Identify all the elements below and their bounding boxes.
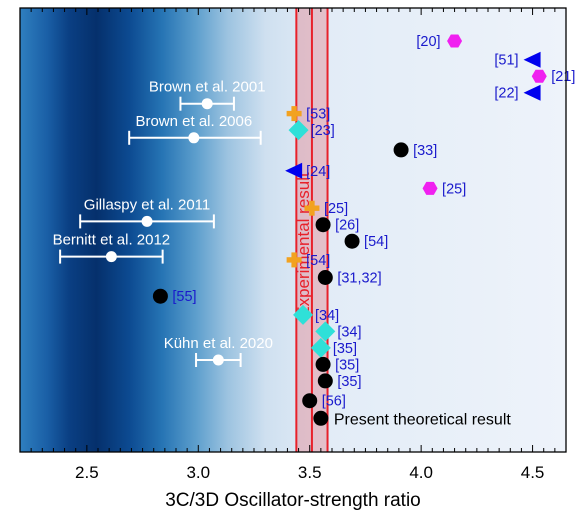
x-tick-label: 4.5 [521, 463, 545, 482]
theory-label: [53] [306, 107, 330, 123]
theory-marker-hexagon [531, 69, 547, 83]
theory-label: [54] [306, 253, 330, 269]
theory-marker-hexagon [447, 34, 463, 48]
x-tick-label: 3.0 [186, 463, 210, 482]
theory-label: [56] [322, 394, 346, 410]
plot-frame [19, 7, 567, 453]
theory-marker-circle [152, 288, 168, 304]
experiment-point [105, 251, 117, 263]
theory-label: [34] [315, 308, 339, 324]
theory-marker-cross-v [291, 106, 297, 122]
theory-label: [33] [413, 143, 437, 159]
theory-marker-triangle [523, 84, 541, 101]
present-result-label: Present theoretical result [334, 411, 512, 428]
label-layer: [20] [51] [21] [22] [53][23] [33] [24] [25] [25]… [172, 34, 575, 428]
theory-label: [23] [311, 123, 335, 139]
x-tick-label: 3.5 [298, 463, 322, 482]
experiment-label: Brown et al. 2001 [149, 79, 266, 96]
theory-label: [54] [364, 234, 388, 250]
experiment-point [141, 215, 153, 227]
theory-marker-circle [302, 393, 318, 409]
theory-marker-circle [315, 356, 331, 372]
theory-label: [51] [494, 53, 518, 69]
plot-background [20, 8, 566, 452]
theory-marker-cross-v [309, 200, 315, 216]
theory-label: [35] [337, 374, 361, 390]
theory-marker-diamond [315, 321, 336, 342]
theory-marker-cross-v [291, 252, 297, 268]
theory-marker-hexagon [422, 181, 438, 195]
theory-label: [55] [172, 289, 196, 305]
experiment-label: Kühn et al. 2020 [164, 335, 273, 352]
theory-label: [20] [416, 34, 440, 50]
x-axis: 2.5 3.0 3.5 4.0 4.5 [19, 8, 567, 482]
theory-marker-circle [344, 233, 360, 249]
theory-label: [22] [494, 86, 518, 102]
experimental-result-label: Experimental result [294, 172, 313, 318]
x-tick-label: 2.5 [75, 463, 99, 482]
theory-marker-diamond [293, 304, 314, 325]
theory-label: [24] [306, 164, 330, 180]
theory-label: [34] [337, 324, 361, 340]
experiment-point [212, 354, 224, 366]
theory-label: [35] [335, 357, 359, 373]
theory-marker-diamond [288, 120, 309, 141]
experiment-errorbar-layer: Brown et al. 2001 Brown et al. 2006 Gillas… [53, 79, 273, 367]
theory-marker-diamond [310, 337, 331, 358]
theory-label: [31,32] [337, 271, 381, 287]
theory-label: [25] [324, 201, 348, 217]
experiment-label: Bernitt et al. 2012 [53, 232, 171, 249]
x-axis-label: 3C/3D Oscillator-strength ratio [165, 490, 421, 511]
theory-marker-circle [315, 217, 331, 233]
theory-marker-circle [317, 270, 333, 285]
experiment-point [201, 98, 213, 110]
x-tick-label: 4.0 [409, 463, 433, 482]
theory-marker-circle [317, 373, 333, 389]
theory-marker-layer [152, 34, 547, 426]
theory-marker-triangle [285, 162, 303, 179]
theory-label: [25] [442, 181, 466, 197]
theory-label: [21] [551, 69, 575, 85]
experiment-label: Gillaspy et al. 2011 [84, 196, 210, 213]
theory-marker-triangle [523, 51, 541, 68]
theory-marker-circle [393, 142, 409, 158]
experiment-point [188, 132, 200, 144]
theory-label: [26] [335, 218, 359, 234]
theory-marker-circle [313, 410, 329, 426]
theory-label: [35] [333, 341, 357, 357]
experiment-label: Brown et al. 2006 [135, 113, 252, 130]
